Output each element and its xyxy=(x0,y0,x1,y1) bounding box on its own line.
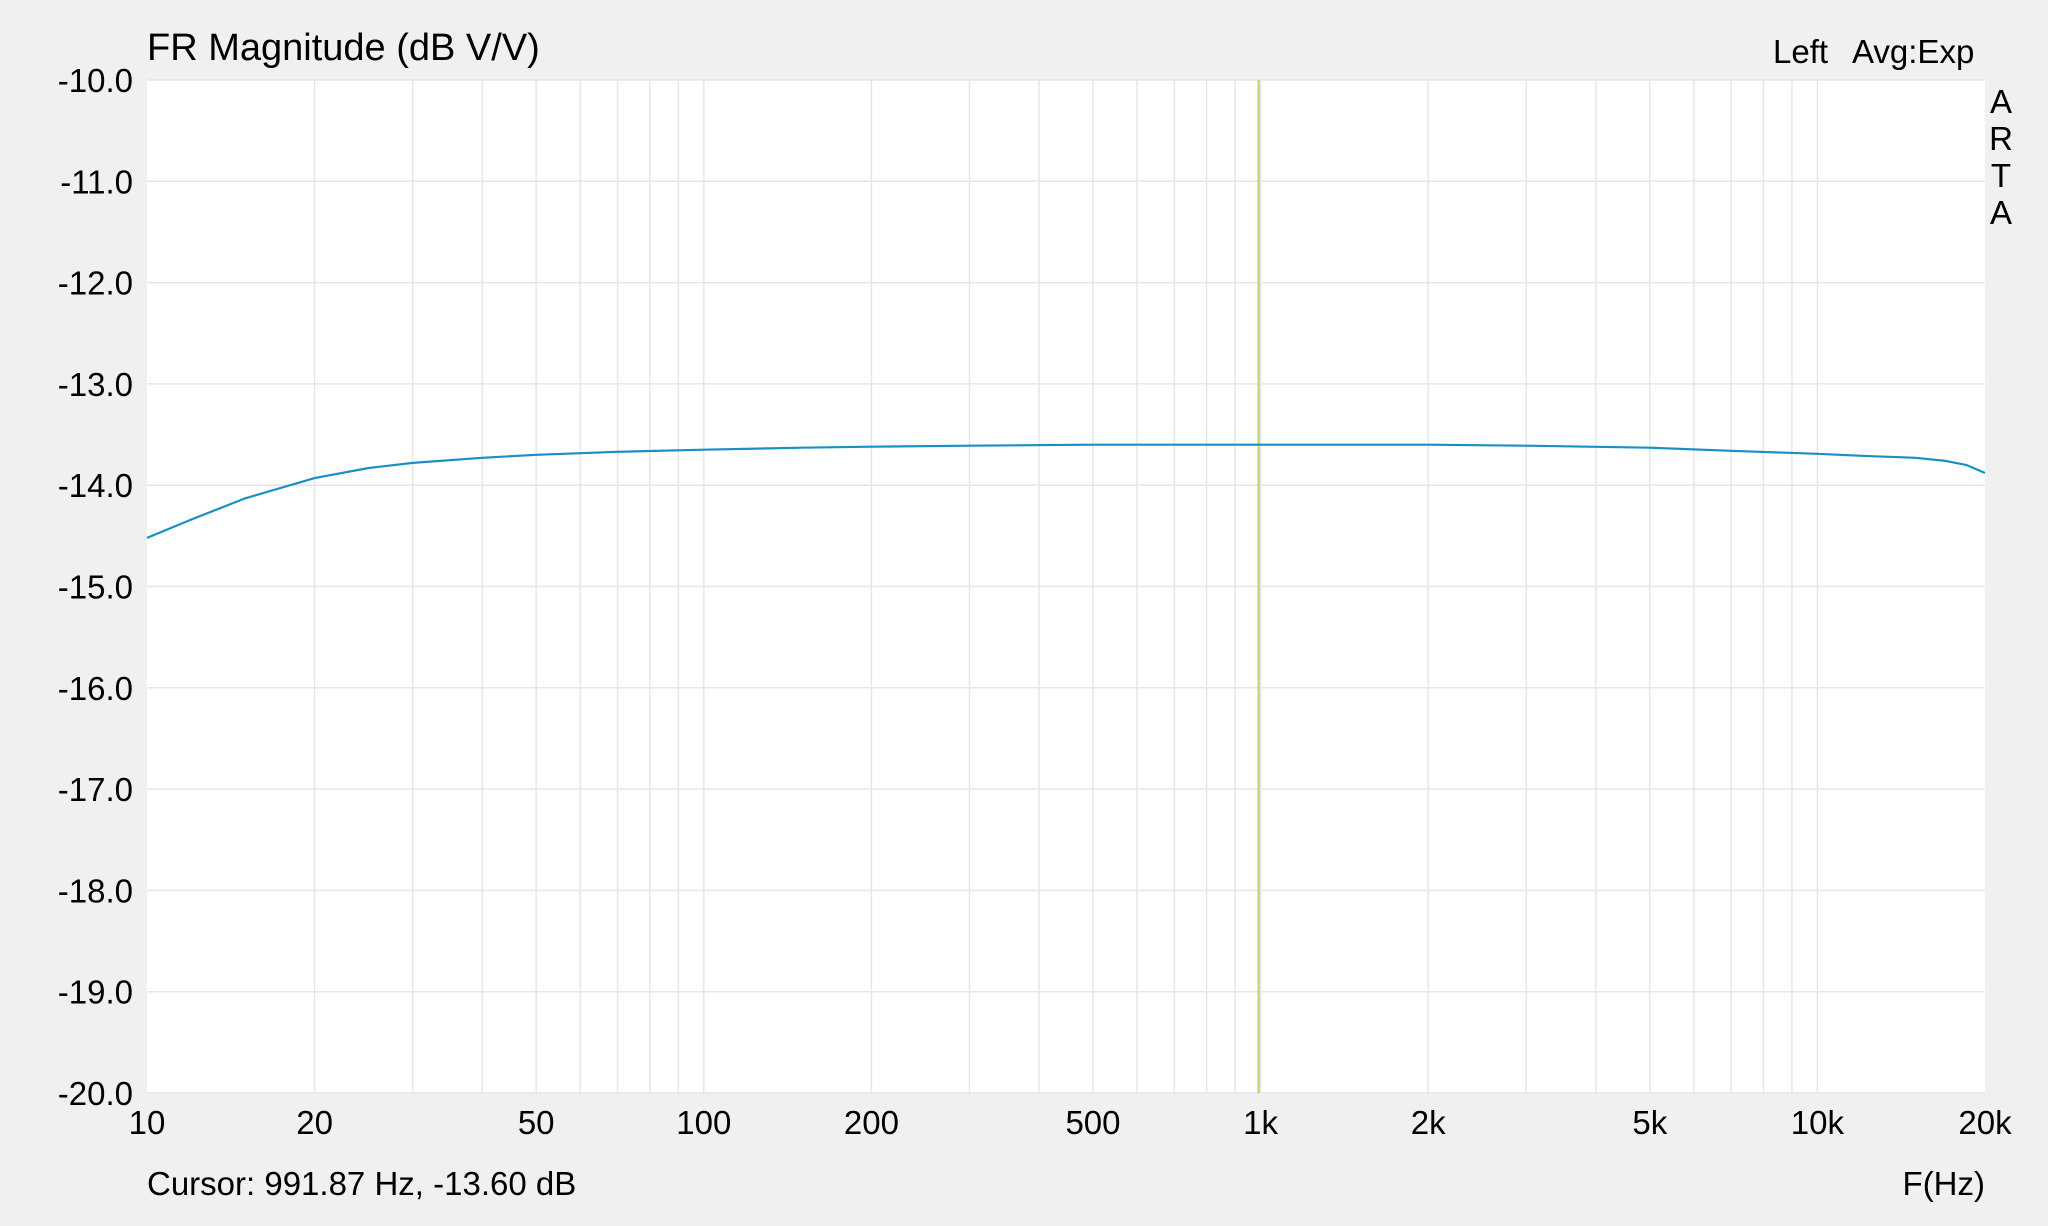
y-tick-label: -17.0 xyxy=(58,771,133,808)
x-tick-label: 2k xyxy=(1411,1104,1446,1141)
y-tick-label: -10.0 xyxy=(58,62,133,99)
series-layer xyxy=(146,443,1986,539)
series-line xyxy=(146,443,1986,539)
y-tick-label: -20.0 xyxy=(58,1075,133,1112)
channel-label: Left xyxy=(1773,33,1828,70)
brand-letter: R xyxy=(1989,120,2013,157)
y-tick-label: -18.0 xyxy=(58,872,133,909)
x-tick-label: 10 xyxy=(129,1104,166,1141)
brand-letter: T xyxy=(1991,157,2011,194)
x-tick-label: 20 xyxy=(296,1104,333,1141)
x-tick-label: 200 xyxy=(844,1104,899,1141)
brand-letter: A xyxy=(1990,83,2012,120)
x-axis-label: F(Hz) xyxy=(1903,1165,1985,1202)
averaging-label: Avg:Exp xyxy=(1852,33,1974,70)
brand-letter: A xyxy=(1990,194,2012,231)
y-tick-label: -11.0 xyxy=(60,163,133,200)
y-tick-label: -12.0 xyxy=(58,265,133,302)
chart-title: FR Magnitude (dB V/V) xyxy=(147,27,540,69)
x-tick-label: 100 xyxy=(676,1104,731,1141)
x-tick-label: 1k xyxy=(1243,1104,1278,1141)
cursor-readout: Cursor: 991.87 Hz, -13.60 dB xyxy=(147,1165,576,1202)
y-tick-label: -16.0 xyxy=(58,670,133,707)
x-tick-label: 50 xyxy=(518,1104,555,1141)
axes: -10.0 -11.0 -12.0 -13.0 -14.0 -15.0 -16.0 -17.0… xyxy=(58,62,2012,1141)
y-tick-label: -13.0 xyxy=(58,366,133,403)
x-tick-label: 10k xyxy=(1791,1104,1845,1141)
x-tick-label: 500 xyxy=(1065,1104,1120,1141)
y-tick-label: -15.0 xyxy=(58,569,133,606)
y-tick-label: -14.0 xyxy=(58,467,133,504)
x-tick-label: 5k xyxy=(1632,1104,1667,1141)
x-tick-label: 20k xyxy=(1958,1104,2012,1141)
y-tick-label: -19.0 xyxy=(58,974,133,1011)
grid xyxy=(147,79,1985,1094)
